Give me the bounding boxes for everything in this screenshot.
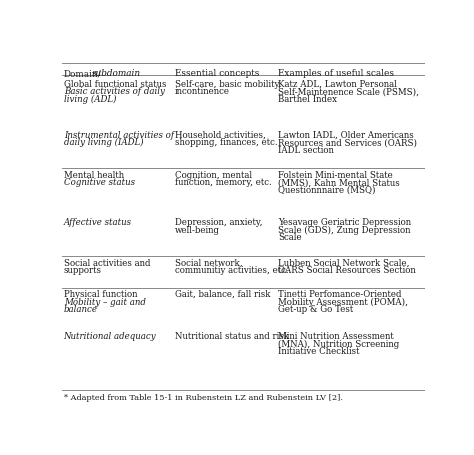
Text: Mini Nutrition Assessment: Mini Nutrition Assessment — [278, 332, 393, 341]
Text: Social activities and: Social activities and — [64, 258, 150, 268]
Text: IADL section: IADL section — [278, 146, 334, 155]
Text: Folstein Mini-mental State: Folstein Mini-mental State — [278, 171, 392, 180]
Text: balance: balance — [64, 305, 98, 314]
Text: (MNA), Nutrition Screening: (MNA), Nutrition Screening — [278, 339, 399, 349]
Text: Cognition, mental: Cognition, mental — [175, 171, 252, 180]
Text: Self-Maintenence Scale (PSMS),: Self-Maintenence Scale (PSMS), — [278, 87, 419, 96]
Text: (MMS), Kahn Mental Status: (MMS), Kahn Mental Status — [278, 178, 400, 187]
Text: * Adapted from Table 15-1 in Rubenstein LZ and Rubenstein LV [2].: * Adapted from Table 15-1 in Rubenstein … — [64, 394, 343, 402]
Text: Physical function: Physical function — [64, 290, 137, 299]
Text: Tinetti Perfomance-Oriented: Tinetti Perfomance-Oriented — [278, 290, 401, 299]
Text: Domain/: Domain/ — [64, 69, 101, 78]
Text: Essential concepts: Essential concepts — [175, 69, 259, 78]
Text: Scale: Scale — [278, 233, 301, 242]
Text: Basic activities of daily: Basic activities of daily — [64, 87, 164, 96]
Text: daily living (IADL): daily living (IADL) — [64, 138, 143, 147]
Text: Scale (GDS), Zung Depression: Scale (GDS), Zung Depression — [278, 226, 410, 235]
Text: Social network,: Social network, — [175, 258, 243, 268]
Text: Initiative Checklist: Initiative Checklist — [278, 347, 359, 356]
Text: Yesavage Geriatric Depression: Yesavage Geriatric Depression — [278, 218, 411, 227]
Text: Lawton IADL, Older Americans: Lawton IADL, Older Americans — [278, 131, 414, 140]
Text: Self-care, basic mobility,: Self-care, basic mobility, — [175, 80, 281, 89]
Text: OARS Social Resources Section: OARS Social Resources Section — [278, 266, 416, 275]
Text: Get-up & Go Test: Get-up & Go Test — [278, 305, 353, 314]
Text: Depression, anxiety,: Depression, anxiety, — [175, 218, 263, 227]
Text: Katz ADL, Lawton Personal: Katz ADL, Lawton Personal — [278, 80, 397, 89]
Text: communitiy activities, etc.: communitiy activities, etc. — [175, 266, 289, 275]
Text: Household activities,: Household activities, — [175, 131, 266, 140]
Text: subdomain: subdomain — [91, 69, 141, 78]
Text: Questionnnaire (MSQ): Questionnnaire (MSQ) — [278, 186, 375, 195]
Text: Nutritional status and risk: Nutritional status and risk — [175, 332, 289, 341]
Text: shopping, finances, etc.: shopping, finances, etc. — [175, 138, 278, 147]
Text: well-being: well-being — [175, 226, 220, 235]
Text: Lubben Social Network Scale,: Lubben Social Network Scale, — [278, 258, 410, 268]
Text: Examples of useful scales: Examples of useful scales — [278, 69, 394, 78]
Text: Affective status: Affective status — [64, 218, 132, 227]
Text: function, memory, etc.: function, memory, etc. — [175, 178, 272, 187]
Text: living (ADL): living (ADL) — [64, 95, 116, 104]
Text: Resources and Services (OARS): Resources and Services (OARS) — [278, 138, 417, 147]
Text: Mental health: Mental health — [64, 171, 124, 180]
Text: Instrumental activities of: Instrumental activities of — [64, 131, 174, 140]
Text: Mobility – gait and: Mobility – gait and — [64, 298, 146, 307]
Text: supports: supports — [64, 266, 101, 275]
Text: Gait, balance, fall risk: Gait, balance, fall risk — [175, 290, 271, 299]
Text: Barthel Index: Barthel Index — [278, 95, 337, 104]
Text: Nutritional adequacy: Nutritional adequacy — [64, 332, 156, 341]
Text: Mobility Assessment (POMA),: Mobility Assessment (POMA), — [278, 298, 408, 307]
Text: incontinence: incontinence — [175, 87, 230, 96]
Text: Cognitive status: Cognitive status — [64, 178, 135, 187]
Text: Global functional status: Global functional status — [64, 80, 166, 89]
